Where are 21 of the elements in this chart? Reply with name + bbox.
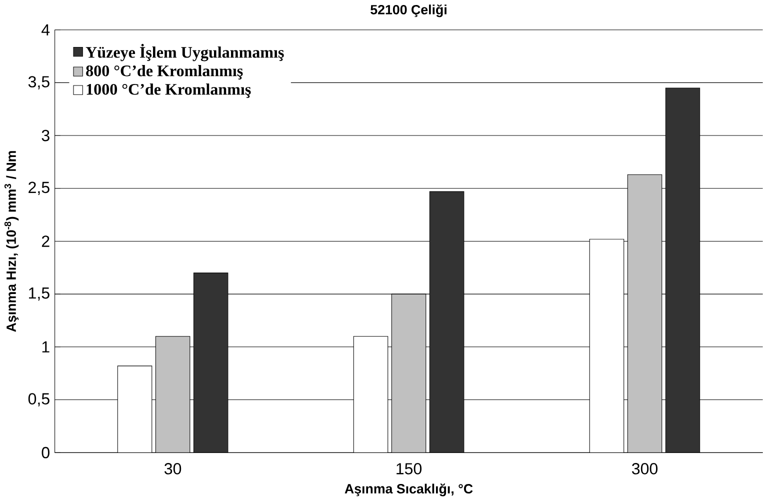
x-tick-label: 300 (632, 463, 658, 475)
bar (627, 174, 662, 453)
x-tick-label: 150 (396, 463, 422, 475)
bar (391, 294, 426, 453)
y-tick-label: 1,5 (29, 288, 50, 301)
y-tick-label: 0,5 (28, 393, 50, 407)
y-tick-label: 2 (42, 236, 50, 247)
y-axis-title: Aşınma Hızı, (10$^{-8}$) mm$^{3}$ / Nm (4, 151, 19, 332)
x-tick-label: 30 (164, 463, 182, 475)
x-axis-title: Aşınma Sıcaklığı, °C (344, 484, 473, 496)
y-tick-label: 1 (42, 342, 50, 353)
legend-label: 1000 °C’de Kromlanmış (86, 84, 251, 98)
y-tick-label: 0 (42, 447, 50, 458)
y-tick-label: 4 (42, 24, 50, 36)
chart-title: 52100 Çeliği (370, 4, 446, 18)
bar (155, 336, 190, 453)
y-tick-label: 3,5 (28, 76, 50, 90)
legend-label: Yüzeye İşlem Uygulanmamış (86, 44, 284, 62)
y-tick-label: 3 (42, 130, 50, 142)
y-tick-label: 2,5 (28, 182, 50, 196)
legend-label: 800 °C’de Kromlanmış (86, 65, 243, 80)
